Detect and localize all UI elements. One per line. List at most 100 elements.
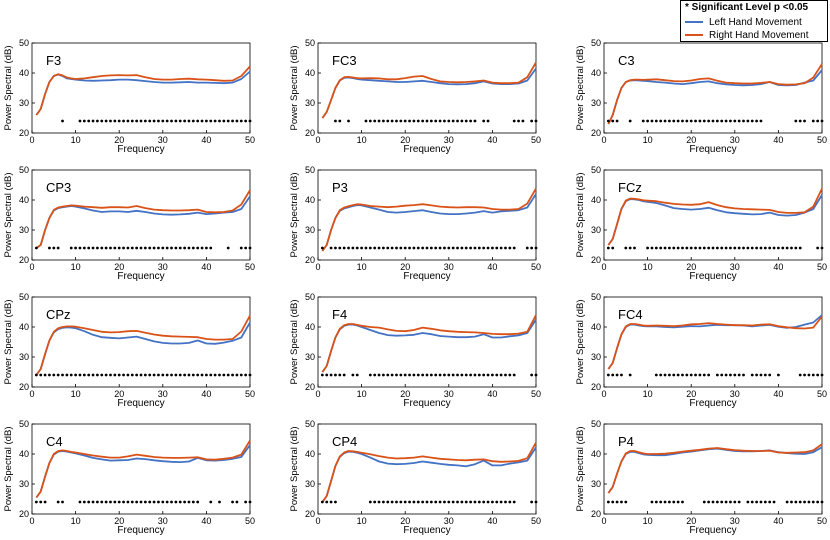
significance-marker	[239, 119, 243, 123]
x-axis-label: Frequency	[117, 271, 164, 282]
x-tick-label: 50	[245, 389, 255, 399]
significance-marker	[52, 246, 56, 250]
significance-marker	[777, 246, 780, 250]
y-axis-label: Power Spectral (dB)	[289, 172, 300, 257]
chart-f4: 0 10 20 30 40 50 20 30 40 50 Frequency Power Spectr…	[289, 292, 541, 409]
x-tick-label: 10	[643, 262, 653, 272]
x-tick-label: 0	[601, 516, 606, 526]
significance-marker	[148, 246, 152, 250]
y-tick-label: 40	[19, 449, 29, 459]
significance-marker	[213, 373, 217, 377]
significance-marker	[676, 119, 680, 123]
plot-frame	[31, 169, 251, 261]
significance-marker	[399, 500, 403, 504]
x-tick-label: 20	[114, 262, 124, 272]
significance-marker	[191, 373, 195, 377]
x-tick-label: 10	[643, 135, 653, 145]
chart-fcz: 0 10 20 30 40 50 20 30 40 50 Frequency Power Spectr…	[575, 165, 827, 282]
significance-marker	[785, 500, 789, 504]
significance-marker	[707, 500, 711, 504]
significance-marker	[56, 373, 60, 377]
significance-marker	[715, 500, 719, 504]
y-tick-label: 40	[305, 449, 315, 459]
y-tick-label: 50	[19, 165, 29, 175]
chart-fc4: 0 10 20 30 40 50 20 30 40 50 Frequency Power Spectr…	[575, 292, 827, 409]
significance-marker	[183, 246, 187, 250]
x-tick-label: 30	[730, 262, 740, 272]
y-tick-label: 30	[591, 225, 601, 235]
y-tick-label: 30	[19, 225, 29, 235]
significance-marker	[338, 119, 342, 123]
significance-marker	[143, 373, 147, 377]
plot-frame	[603, 169, 823, 261]
significance-marker	[87, 119, 91, 123]
x-tick-label: 10	[643, 389, 653, 399]
x-tick-label: 10	[71, 135, 81, 145]
significance-marker	[377, 373, 381, 377]
significance-marker	[170, 119, 173, 123]
y-tick-label: 20	[19, 509, 29, 519]
significance-marker	[403, 373, 407, 377]
significance-marker	[187, 500, 191, 504]
significance-marker	[43, 373, 47, 377]
significance-marker	[412, 119, 416, 123]
significance-marker	[109, 500, 112, 504]
significance-marker	[187, 373, 191, 377]
significance-marker	[113, 246, 117, 250]
significance-marker	[456, 119, 459, 123]
significance-marker	[530, 246, 534, 250]
x-axis-label: Frequency	[117, 398, 164, 409]
significance-marker	[720, 246, 724, 250]
plot-frame	[31, 296, 251, 388]
significance-marker	[499, 500, 503, 504]
significance-marker	[698, 119, 702, 123]
significance-marker	[711, 119, 715, 123]
significance-marker	[325, 373, 329, 377]
significance-marker	[96, 373, 99, 377]
significance-marker	[165, 246, 169, 250]
chart-cpz: 0 10 20 30 40 50 20 30 40 50 Frequency Power Spectr…	[3, 292, 255, 409]
significance-marker	[355, 373, 359, 377]
legend-label-right: Right Hand Movement	[709, 30, 809, 41]
significance-marker	[495, 373, 499, 377]
y-axis-label: Power Spectral (dB)	[575, 45, 586, 130]
significance-marker	[508, 500, 512, 504]
x-tick-label: 50	[531, 135, 541, 145]
y-tick-label: 40	[19, 195, 29, 205]
significance-marker	[491, 500, 494, 504]
significance-marker	[130, 119, 134, 123]
significance-marker	[512, 246, 516, 250]
significance-marker	[759, 500, 763, 504]
significance-marker	[364, 119, 368, 123]
significance-marker	[395, 373, 398, 377]
significance-marker	[395, 246, 398, 250]
significance-marker	[482, 119, 486, 123]
significance-marker	[606, 246, 610, 250]
significance-marker	[100, 246, 104, 250]
significance-marker	[408, 119, 411, 123]
x-tick-label: 0	[29, 135, 34, 145]
x-tick-label: 40	[773, 262, 783, 272]
significance-marker	[78, 373, 82, 377]
significance-marker	[477, 500, 481, 504]
significance-marker	[707, 119, 711, 123]
significance-marker	[69, 246, 73, 250]
series-right-hand	[607, 63, 823, 125]
significance-marker	[329, 500, 333, 504]
x-tick-label: 0	[601, 135, 606, 145]
chart-f3: 0 10 20 30 40 50 20 30 40 50 Frequency Power Spectr…	[3, 38, 255, 155]
significance-marker	[668, 246, 671, 250]
significance-marker	[663, 500, 667, 504]
x-tick-label: 20	[114, 389, 124, 399]
significance-marker	[763, 500, 767, 504]
significance-marker	[231, 500, 234, 504]
y-axis-label: Power Spectral (dB)	[575, 299, 586, 384]
significance-marker	[464, 373, 468, 377]
significance-marker	[811, 500, 815, 504]
significance-marker	[91, 500, 95, 504]
significance-marker	[650, 246, 654, 250]
significance-marker	[135, 246, 139, 250]
significance-marker	[495, 246, 499, 250]
y-tick-label: 30	[305, 479, 315, 489]
significance-marker	[360, 246, 363, 250]
